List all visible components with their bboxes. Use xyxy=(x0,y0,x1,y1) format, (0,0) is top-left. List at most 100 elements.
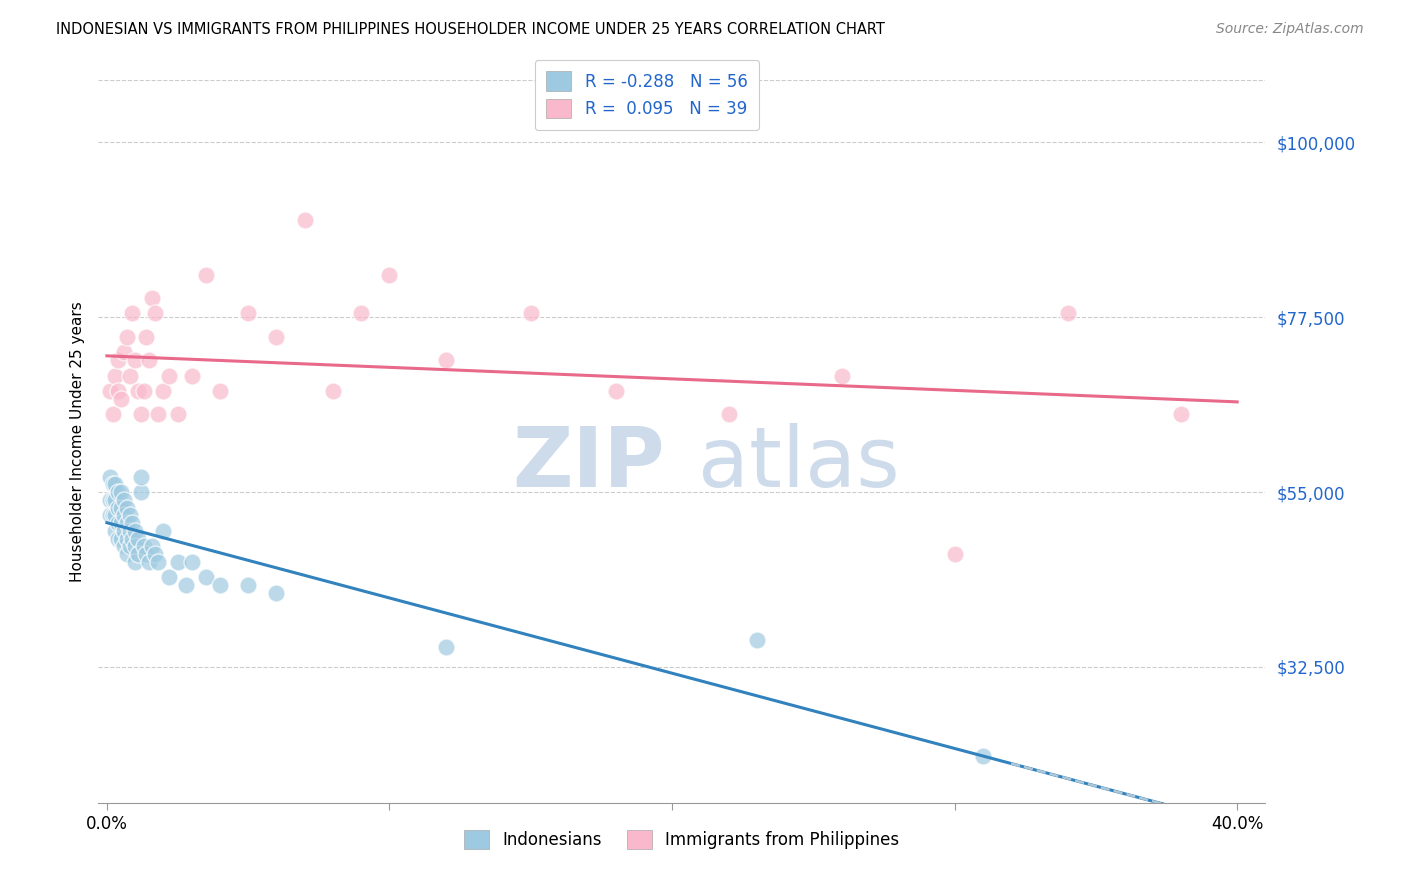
Point xyxy=(180,555,202,569)
Point xyxy=(1056,306,1078,320)
Point xyxy=(124,540,146,554)
Point xyxy=(124,524,146,538)
Point xyxy=(129,408,152,422)
Point xyxy=(146,408,169,422)
Point xyxy=(104,492,127,507)
Point xyxy=(238,578,260,592)
Point xyxy=(121,306,143,320)
Point xyxy=(378,268,401,282)
Point xyxy=(110,485,132,500)
Point xyxy=(115,500,138,515)
Point xyxy=(745,632,768,647)
Point xyxy=(943,547,966,561)
Point xyxy=(194,268,217,282)
Point xyxy=(115,547,138,561)
Point xyxy=(143,547,166,561)
Point xyxy=(717,408,740,422)
Point xyxy=(118,508,141,523)
Y-axis label: Householder Income Under 25 years: Householder Income Under 25 years xyxy=(69,301,84,582)
Point xyxy=(972,749,994,764)
Point xyxy=(112,540,135,554)
Point xyxy=(322,384,344,398)
Point xyxy=(266,586,288,600)
Point xyxy=(143,306,166,320)
Point xyxy=(141,540,163,554)
Point xyxy=(138,555,160,569)
Point xyxy=(101,477,124,491)
Point xyxy=(115,329,138,343)
Legend: Indonesians, Immigrants from Philippines: Indonesians, Immigrants from Philippines xyxy=(454,821,910,860)
Point xyxy=(831,368,853,383)
Point xyxy=(118,524,141,538)
Point xyxy=(110,500,132,515)
Point xyxy=(135,329,157,343)
Point xyxy=(98,508,121,523)
Point xyxy=(98,492,121,507)
Point xyxy=(104,368,127,383)
Point xyxy=(110,392,132,406)
Point xyxy=(238,306,260,320)
Point xyxy=(129,485,152,500)
Point xyxy=(104,477,127,491)
Point xyxy=(112,345,135,359)
Point xyxy=(107,516,129,530)
Point xyxy=(107,500,129,515)
Point xyxy=(127,532,149,546)
Point xyxy=(132,540,155,554)
Point xyxy=(121,532,143,546)
Point xyxy=(115,532,138,546)
Point xyxy=(519,306,541,320)
Point xyxy=(118,540,141,554)
Point xyxy=(194,570,217,584)
Point xyxy=(112,524,135,538)
Point xyxy=(124,353,146,368)
Point xyxy=(157,368,180,383)
Point xyxy=(110,532,132,546)
Text: atlas: atlas xyxy=(697,423,900,504)
Point xyxy=(1170,408,1192,422)
Point xyxy=(115,516,138,530)
Point xyxy=(138,353,160,368)
Point xyxy=(107,384,129,398)
Point xyxy=(98,384,121,398)
Point xyxy=(350,306,373,320)
Point xyxy=(101,508,124,523)
Point xyxy=(208,578,231,592)
Point xyxy=(166,408,188,422)
Point xyxy=(208,384,231,398)
Point xyxy=(141,291,163,305)
Point xyxy=(118,368,141,383)
Point xyxy=(180,368,202,383)
Point xyxy=(127,547,149,561)
Point xyxy=(101,408,124,422)
Point xyxy=(166,555,188,569)
Point xyxy=(107,485,129,500)
Point xyxy=(112,492,135,507)
Text: Source: ZipAtlas.com: Source: ZipAtlas.com xyxy=(1216,22,1364,37)
Point xyxy=(107,532,129,546)
Point xyxy=(107,353,129,368)
Point xyxy=(152,384,174,398)
Point xyxy=(101,492,124,507)
Point xyxy=(121,516,143,530)
Point xyxy=(434,640,457,655)
Point xyxy=(434,353,457,368)
Point xyxy=(110,516,132,530)
Point xyxy=(104,508,127,523)
Point xyxy=(104,524,127,538)
Point xyxy=(135,547,157,561)
Point xyxy=(129,469,152,483)
Point xyxy=(127,384,149,398)
Point xyxy=(294,213,316,227)
Point xyxy=(174,578,197,592)
Text: ZIP: ZIP xyxy=(512,423,665,504)
Point xyxy=(266,329,288,343)
Point xyxy=(112,508,135,523)
Point xyxy=(98,469,121,483)
Point xyxy=(157,570,180,584)
Point xyxy=(605,384,627,398)
Point xyxy=(146,555,169,569)
Point xyxy=(152,524,174,538)
Point xyxy=(124,555,146,569)
Text: INDONESIAN VS IMMIGRANTS FROM PHILIPPINES HOUSEHOLDER INCOME UNDER 25 YEARS CORR: INDONESIAN VS IMMIGRANTS FROM PHILIPPINE… xyxy=(56,22,886,37)
